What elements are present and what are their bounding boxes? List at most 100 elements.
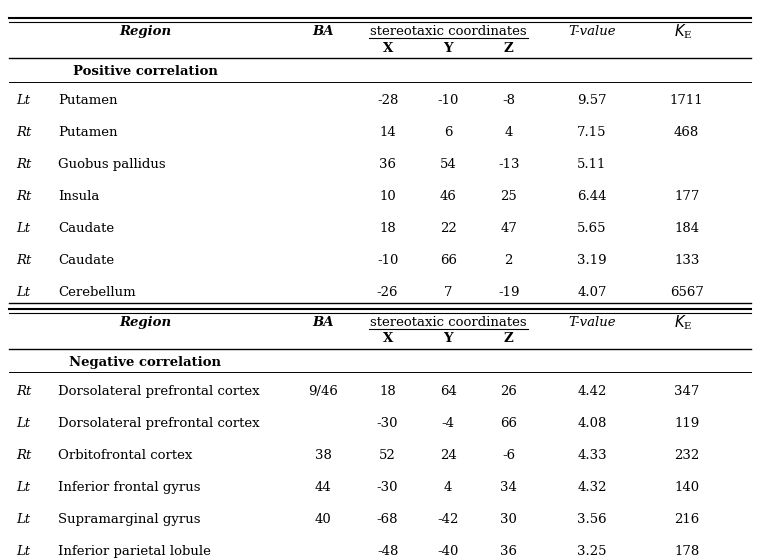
Text: 7: 7 — [444, 286, 452, 299]
Text: Guobus pallidus: Guobus pallidus — [59, 158, 166, 171]
Text: Caudate: Caudate — [59, 254, 114, 267]
Text: Inferior parietal lobule: Inferior parietal lobule — [59, 544, 211, 558]
Text: 4: 4 — [444, 481, 452, 494]
Text: -13: -13 — [498, 158, 520, 171]
Text: 36: 36 — [500, 544, 518, 558]
Text: Y: Y — [443, 41, 453, 55]
Text: Cerebellum: Cerebellum — [59, 286, 136, 299]
Text: Z: Z — [504, 41, 514, 55]
Text: 4.42: 4.42 — [578, 385, 606, 398]
Text: -19: -19 — [498, 286, 520, 299]
Text: BA: BA — [312, 316, 334, 329]
Text: 66: 66 — [439, 254, 457, 267]
Text: 44: 44 — [315, 481, 331, 494]
Text: 4.33: 4.33 — [577, 449, 606, 462]
Text: 177: 177 — [674, 190, 699, 203]
Text: Rt: Rt — [17, 190, 32, 203]
Text: 3.25: 3.25 — [578, 544, 606, 558]
Text: 40: 40 — [315, 513, 331, 525]
Text: Rt: Rt — [17, 449, 32, 462]
Text: 24: 24 — [440, 449, 457, 462]
Text: 7.15: 7.15 — [578, 126, 606, 139]
Text: 140: 140 — [674, 481, 699, 494]
Text: 30: 30 — [500, 513, 517, 525]
Text: 3.19: 3.19 — [577, 254, 606, 267]
Text: stereotaxic coordinates: stereotaxic coordinates — [370, 316, 527, 329]
Text: Inferior frontal gyrus: Inferior frontal gyrus — [59, 481, 201, 494]
Text: 5.65: 5.65 — [578, 222, 606, 235]
Text: 4: 4 — [505, 126, 513, 139]
Text: 4.07: 4.07 — [578, 286, 606, 299]
Text: 38: 38 — [315, 449, 331, 462]
Text: Putamen: Putamen — [59, 94, 118, 107]
Text: 64: 64 — [440, 385, 457, 398]
Text: Dorsolateral prefrontal cortex: Dorsolateral prefrontal cortex — [59, 417, 260, 430]
Text: 34: 34 — [500, 481, 517, 494]
Text: X: X — [382, 41, 393, 55]
Text: -68: -68 — [377, 513, 398, 525]
Text: Rt: Rt — [17, 385, 32, 398]
Text: 9/46: 9/46 — [309, 385, 338, 398]
Text: 6.44: 6.44 — [578, 190, 606, 203]
Text: 66: 66 — [500, 417, 518, 430]
Text: Orbitofrontal cortex: Orbitofrontal cortex — [59, 449, 192, 462]
Text: Positive correlation: Positive correlation — [73, 65, 217, 78]
Text: 133: 133 — [674, 254, 699, 267]
Text: 47: 47 — [500, 222, 517, 235]
Text: -4: -4 — [442, 417, 454, 430]
Text: Lt: Lt — [17, 417, 30, 430]
Text: Y: Y — [443, 333, 453, 345]
Text: 6: 6 — [444, 126, 452, 139]
Text: $\mathit{K}_\mathregular{E}$: $\mathit{K}_\mathregular{E}$ — [674, 22, 692, 41]
Text: 4.32: 4.32 — [578, 481, 606, 494]
Text: 26: 26 — [500, 385, 517, 398]
Text: $\mathit{K}_\mathregular{E}$: $\mathit{K}_\mathregular{E}$ — [674, 313, 692, 332]
Text: 5.11: 5.11 — [578, 158, 606, 171]
Text: 4.08: 4.08 — [578, 417, 606, 430]
Text: Rt: Rt — [17, 158, 32, 171]
Text: 46: 46 — [440, 190, 457, 203]
Text: 14: 14 — [379, 126, 396, 139]
Text: Rt: Rt — [17, 126, 32, 139]
Text: 18: 18 — [379, 385, 396, 398]
Text: -40: -40 — [438, 544, 459, 558]
Text: 18: 18 — [379, 222, 396, 235]
Text: Lt: Lt — [17, 94, 30, 107]
Text: -30: -30 — [377, 417, 398, 430]
Text: 6567: 6567 — [670, 286, 704, 299]
Text: Supramarginal gyrus: Supramarginal gyrus — [59, 513, 201, 525]
Text: Lt: Lt — [17, 222, 30, 235]
Text: T-value: T-value — [568, 316, 616, 329]
Text: 54: 54 — [440, 158, 457, 171]
Text: -26: -26 — [377, 286, 398, 299]
Text: stereotaxic coordinates: stereotaxic coordinates — [370, 25, 527, 38]
Text: 9.57: 9.57 — [577, 94, 606, 107]
Text: Rt: Rt — [17, 254, 32, 267]
Text: Lt: Lt — [17, 481, 30, 494]
Text: 3.56: 3.56 — [577, 513, 606, 525]
Text: Lt: Lt — [17, 544, 30, 558]
Text: 468: 468 — [674, 126, 699, 139]
Text: 52: 52 — [379, 449, 396, 462]
Text: 36: 36 — [379, 158, 396, 171]
Text: 184: 184 — [674, 222, 699, 235]
Text: -30: -30 — [377, 481, 398, 494]
Text: -6: -6 — [502, 449, 515, 462]
Text: -10: -10 — [377, 254, 398, 267]
Text: 22: 22 — [440, 222, 457, 235]
Text: Region: Region — [119, 316, 171, 329]
Text: 178: 178 — [674, 544, 699, 558]
Text: Caudate: Caudate — [59, 222, 114, 235]
Text: 347: 347 — [674, 385, 699, 398]
Text: -28: -28 — [377, 94, 398, 107]
Text: 2: 2 — [505, 254, 513, 267]
Text: -8: -8 — [502, 94, 515, 107]
Text: 232: 232 — [674, 449, 699, 462]
Text: -42: -42 — [438, 513, 459, 525]
Text: X: X — [382, 333, 393, 345]
Text: BA: BA — [312, 25, 334, 38]
Text: -48: -48 — [377, 544, 398, 558]
Text: T-value: T-value — [568, 25, 616, 38]
Text: Dorsolateral prefrontal cortex: Dorsolateral prefrontal cortex — [59, 385, 260, 398]
Text: 216: 216 — [674, 513, 699, 525]
